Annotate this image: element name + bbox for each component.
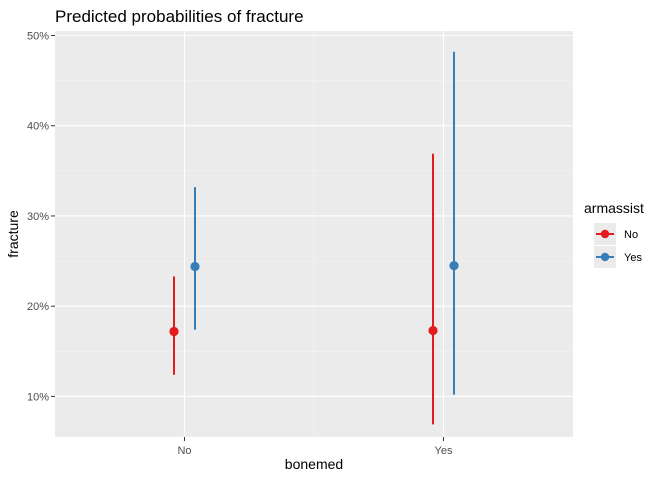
y-axis: 10% 20% 30% 40% 50% — [27, 31, 55, 403]
y-tick-label: 20% — [27, 301, 49, 313]
data-point — [169, 326, 179, 337]
y-tick-label: 30% — [27, 211, 49, 223]
y-axis-title: fracture — [5, 210, 21, 258]
grid-minor — [55, 31, 573, 437]
legend-label: No — [624, 229, 638, 241]
x-tick-label: Yes — [435, 445, 453, 457]
data-point — [428, 325, 438, 336]
legend-label: Yes — [624, 252, 642, 264]
chart-title: Predicted probabilities of fracture — [55, 7, 304, 26]
y-tick-label: 10% — [27, 391, 49, 403]
data-point — [190, 261, 200, 272]
y-tick-label: 50% — [27, 31, 49, 43]
legend: armassist No Yes — [584, 200, 644, 268]
x-tick-label: No — [177, 445, 191, 457]
data-point — [449, 260, 459, 271]
data-marks — [169, 51, 459, 425]
x-axis-title: bonemed — [285, 456, 343, 472]
legend-key-point — [600, 252, 610, 262]
y-tick-label: 40% — [27, 121, 49, 133]
grid-major — [55, 31, 573, 437]
x-axis: No Yes — [177, 437, 453, 457]
legend-title: armassist — [584, 200, 644, 216]
legend-key-point — [600, 229, 610, 239]
